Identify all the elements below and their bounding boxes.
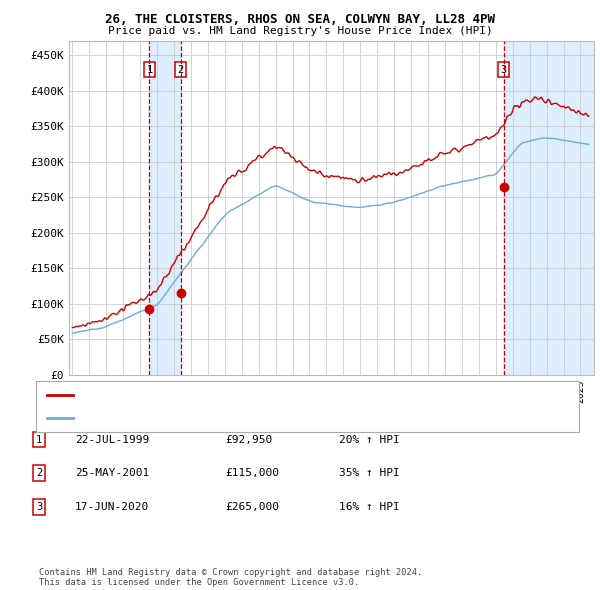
Text: 2: 2 [36,468,42,478]
Text: 17-JUN-2020: 17-JUN-2020 [75,502,149,512]
Text: 1: 1 [146,65,152,75]
Text: 3: 3 [36,502,42,512]
Text: £92,950: £92,950 [225,435,272,444]
Text: 1: 1 [36,435,42,444]
Text: 16% ↑ HPI: 16% ↑ HPI [339,502,400,512]
Text: 26, THE CLOISTERS, RHOS ON SEA, COLWYN BAY, LL28 4PW: 26, THE CLOISTERS, RHOS ON SEA, COLWYN B… [105,13,495,26]
Text: £115,000: £115,000 [225,468,279,478]
Text: 20% ↑ HPI: 20% ↑ HPI [339,435,400,444]
Text: 26, THE CLOISTERS, RHOS ON SEA, COLWYN BAY, LL28 4PW (detached house): 26, THE CLOISTERS, RHOS ON SEA, COLWYN B… [79,390,493,400]
Text: 25-MAY-2001: 25-MAY-2001 [75,468,149,478]
Text: Contains HM Land Registry data © Crown copyright and database right 2024.: Contains HM Land Registry data © Crown c… [39,568,422,577]
Bar [149,41,181,375]
Text: £265,000: £265,000 [225,502,279,512]
Text: This data is licensed under the Open Government Licence v3.0.: This data is licensed under the Open Gov… [39,578,359,587]
Text: 35% ↑ HPI: 35% ↑ HPI [339,468,400,478]
Text: Price paid vs. HM Land Registry's House Price Index (HPI): Price paid vs. HM Land Registry's House … [107,26,493,36]
Bar [503,41,596,375]
Text: 3: 3 [500,65,506,75]
Text: 22-JUL-1999: 22-JUL-1999 [75,435,149,444]
Text: 2: 2 [178,65,184,75]
Text: HPI: Average price, detached house, Conwy: HPI: Average price, detached house, Conw… [79,412,325,422]
